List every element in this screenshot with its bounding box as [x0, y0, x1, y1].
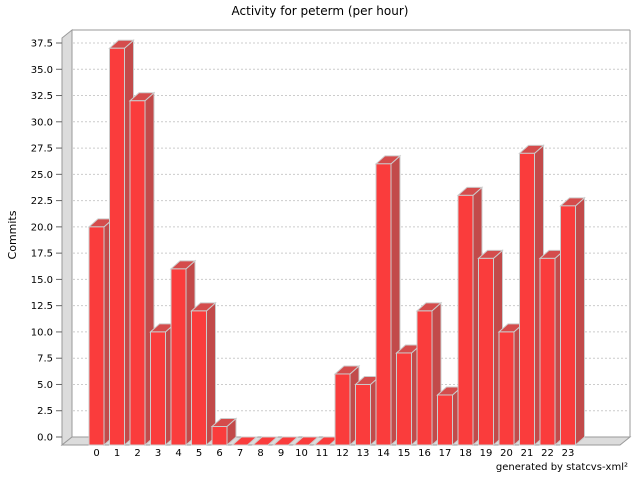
y-axis-tick-label: 0.0 — [37, 433, 53, 444]
x-axis-tick-label: 17 — [439, 448, 452, 459]
bar-side-face — [206, 301, 216, 447]
bar-hour-8 — [251, 436, 279, 446]
bar-hour-3 — [149, 322, 176, 447]
x-axis-tick-label: 22 — [541, 448, 554, 459]
bar-hour-12 — [333, 364, 361, 447]
y-axis-tick-label: 30.0 — [31, 117, 53, 128]
bar-hour-10 — [292, 436, 320, 446]
y-axis-tick-label: 12.5 — [31, 301, 53, 312]
x-axis-tick-label: 3 — [155, 448, 161, 459]
bar-front-face — [211, 425, 228, 446]
x-axis-tick-label: 7 — [237, 448, 243, 459]
bar-zero-face — [272, 436, 299, 446]
x-axis-tick-label: 23 — [562, 448, 575, 459]
x-axis-tick-label: 6 — [216, 448, 222, 459]
bar-hour-5 — [190, 301, 217, 447]
x-axis-tick-label: 12 — [336, 448, 349, 459]
x-axis-tick-label: 4 — [175, 448, 181, 459]
bar-hour-18 — [456, 186, 484, 447]
bar-hour-14 — [374, 154, 402, 447]
bar-hour-23 — [559, 196, 586, 447]
bar-front-face — [170, 268, 187, 446]
x-axis-tick-label: 8 — [257, 448, 263, 459]
y-axis-tick-label: 25.0 — [31, 170, 53, 181]
y-axis-tick-label: 2.5 — [37, 406, 53, 417]
chart-title: Activity for peterm (per hour) — [232, 4, 409, 18]
bar-hour-16 — [415, 301, 443, 447]
x-axis-tick-label: 20 — [500, 448, 513, 459]
bar-front-face — [519, 152, 535, 446]
bar-front-face — [109, 47, 125, 446]
bar-front-face — [457, 194, 474, 446]
bar-front-face — [334, 373, 351, 446]
plot-area: 0.0 2.5 5.0 7.5 10.0 12.5 15.0 17.5 20.0 22.5 25.0… — [31, 28, 632, 459]
x-axis-tick-label: 1 — [114, 448, 120, 459]
x-axis-tick-label: 16 — [418, 448, 431, 459]
x-axis-tick-label: 15 — [398, 448, 411, 459]
x-axis-tick-label: 13 — [357, 448, 370, 459]
y-axis-tick-label: 10.0 — [31, 327, 53, 338]
x-axis-tick-label: 21 — [521, 448, 534, 459]
bar-hour-7 — [231, 436, 258, 446]
x-axis-tick-label: 19 — [480, 448, 493, 459]
bar-hour-6 — [210, 417, 238, 447]
y-axis-tick-label: 5.0 — [37, 380, 53, 391]
left-wall — [61, 28, 73, 447]
x-axis-tick-label: 11 — [316, 448, 329, 459]
y-axis-tick-label: 20.0 — [31, 222, 53, 233]
x-axis-tick-label: 2 — [134, 448, 140, 459]
x-axis-tick-label: 0 — [93, 448, 99, 459]
bar-front-face — [129, 100, 146, 446]
bar-hour-21 — [518, 144, 545, 447]
x-axis-tick-label: 9 — [278, 448, 284, 459]
y-axis-tick-label: 32.5 — [31, 91, 53, 102]
y-axis-title: Commits — [6, 210, 19, 259]
bar-hour-4 — [169, 259, 197, 447]
bar-front-face — [150, 331, 166, 446]
bar-zero-face — [231, 436, 258, 446]
y-axis-tick-label: 37.5 — [31, 39, 53, 50]
y-axis-tick-label: 22.5 — [31, 196, 53, 207]
bar-front-face — [498, 331, 515, 446]
bar-front-face — [416, 310, 433, 446]
bar-front-face — [375, 163, 392, 446]
bar-front-face — [88, 226, 105, 446]
y-axis-tick-label: 27.5 — [31, 144, 53, 155]
bar-front-face — [539, 257, 556, 446]
bar-zero-face — [251, 436, 279, 446]
bar-front-face — [478, 257, 494, 446]
y-axis-tick-label: 7.5 — [37, 354, 53, 365]
bar-side-face — [575, 196, 585, 447]
footer-credit: generated by statcvs-xml² — [496, 462, 628, 473]
bar-front-face — [191, 310, 207, 446]
x-axis-tick-label: 10 — [295, 448, 308, 459]
bar-hour-9 — [272, 436, 299, 446]
y-axis-tick-label: 35.0 — [31, 65, 53, 76]
bar-zero-face — [292, 436, 320, 446]
x-axis-tick-label: 5 — [196, 448, 202, 459]
y-axis-tick-label: 17.5 — [31, 249, 53, 260]
y-axis-tick-label: 15.0 — [31, 275, 53, 286]
bar-front-face — [355, 383, 371, 446]
bar-front-face — [560, 205, 576, 446]
x-axis-tick-label: 14 — [377, 448, 390, 459]
bar-front-face — [396, 352, 412, 446]
bar-front-face — [437, 394, 453, 446]
x-axis-tick-label: 18 — [459, 448, 472, 459]
